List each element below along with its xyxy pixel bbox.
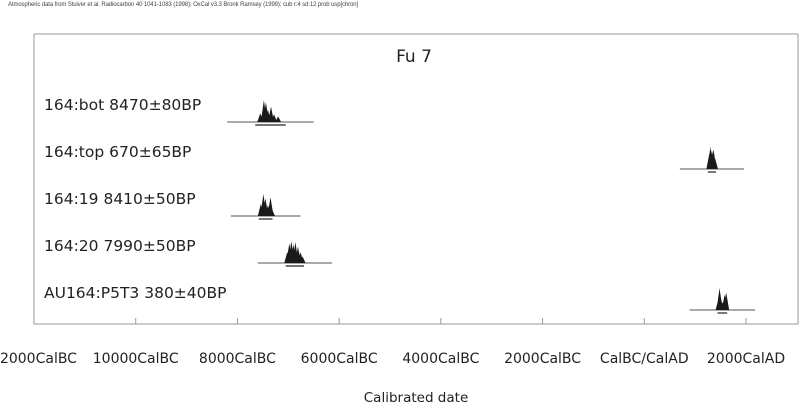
distribution-peak	[299, 256, 306, 263]
distribution-peak	[267, 106, 274, 122]
sample-label: 164:bot 8470±80BP	[44, 96, 201, 114]
x-tick-label: 8000CalBC	[199, 351, 276, 367]
x-tick-label: 10000CalBC	[93, 351, 179, 367]
sample-label: 164:19 8410±50BP	[44, 190, 196, 208]
x-tick-label: 4000CalBC	[402, 351, 479, 367]
x-tick-label: 2000CalAD	[707, 351, 785, 367]
x-tick-label: CalBC/CalAD	[600, 351, 689, 367]
x-tick-label: 12000CalBC	[0, 351, 77, 367]
x-tick-label: 6000CalBC	[301, 351, 378, 367]
x-tick-label: 2000CalBC	[504, 351, 581, 367]
sample-label: 164:top 670±65BP	[44, 143, 191, 161]
distribution-peak	[711, 158, 718, 169]
calibration-source-note: Atmospheric data from Stuiver et al. Rad…	[8, 2, 359, 8]
sample-row: AU164:P5T3 380±40BP	[44, 284, 756, 314]
distribution-peak	[269, 209, 276, 216]
sample-row: 164:bot 8470±80BP	[44, 96, 314, 126]
chart-title: Fu 7	[396, 47, 432, 67]
x-axis-label: Calibrated date	[364, 390, 469, 406]
sample-label: 164:20 7990±50BP	[44, 237, 196, 255]
distribution-peak	[275, 116, 282, 122]
distribution-peak	[271, 114, 278, 122]
sample-row: 164:top 670±65BP	[44, 143, 744, 173]
plot-frame	[33, 33, 799, 325]
sample-label: AU164:P5T3 380±40BP	[44, 284, 227, 302]
x-axis: 12000CalBC 10000CalBC 8000CalBC 6000CalBC 40…	[0, 318, 798, 367]
samples-layer: 164:bot 8470±80BP 164:top 670±65BP 164:19 …	[44, 96, 756, 314]
sample-row: 164:19 8410±50BP	[44, 190, 301, 220]
distribution-peak	[723, 292, 730, 310]
sample-row: 164:20 7990±50BP	[44, 237, 333, 267]
